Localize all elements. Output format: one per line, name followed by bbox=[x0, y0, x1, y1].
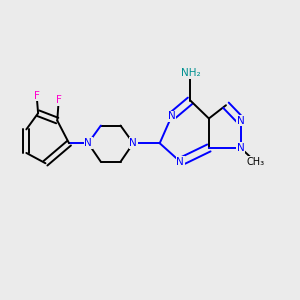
Text: N: N bbox=[129, 138, 137, 148]
Text: NH₂: NH₂ bbox=[181, 68, 200, 78]
Text: F: F bbox=[56, 95, 62, 105]
Text: F: F bbox=[34, 91, 40, 100]
Text: N: N bbox=[176, 157, 184, 167]
Text: N: N bbox=[237, 116, 244, 126]
Text: N: N bbox=[168, 111, 176, 122]
Text: N: N bbox=[84, 138, 92, 148]
Text: CH₃: CH₃ bbox=[246, 157, 265, 167]
Text: N: N bbox=[237, 143, 244, 153]
